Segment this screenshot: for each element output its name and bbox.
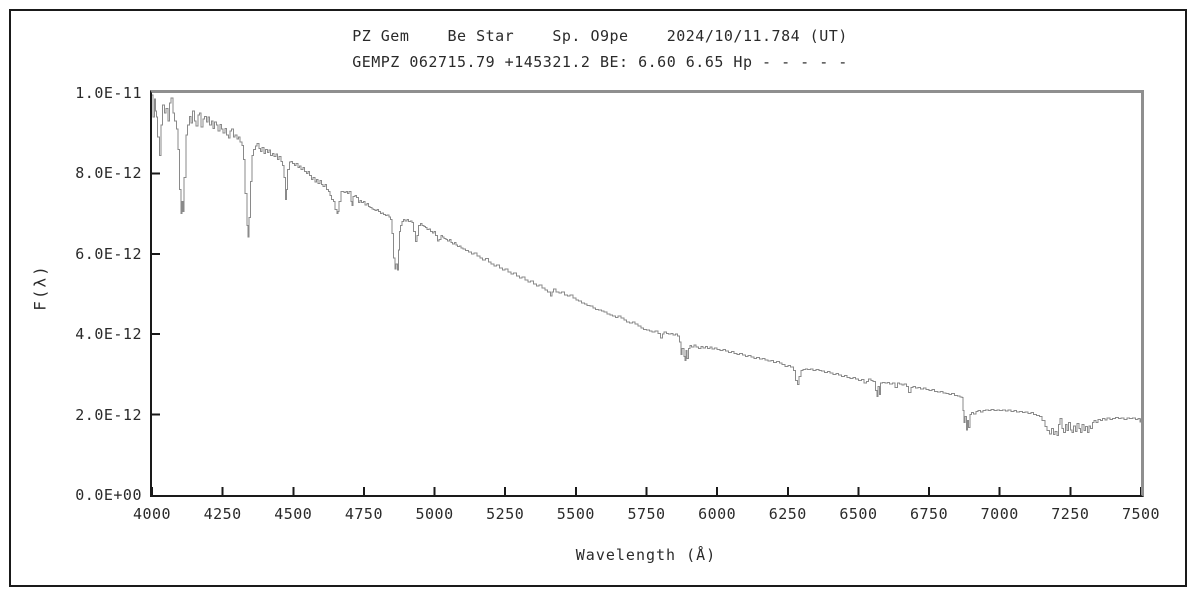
x-tick-label: 4500: [274, 505, 313, 523]
x-tick-label: 6500: [839, 505, 878, 523]
x-tick-label: 6250: [768, 505, 807, 523]
x-tick-label: 4750: [344, 505, 383, 523]
y-axis-title: F(λ): [30, 264, 50, 311]
y-tick-label: 0.0E+00: [75, 486, 142, 504]
x-tick-label: 7250: [1051, 505, 1090, 523]
chart-title: PZ Gem Be Star Sp. O9pe 2024/10/11.784 (…: [352, 27, 848, 45]
x-tick-label: 6000: [698, 505, 737, 523]
x-tick-label: 5250: [486, 505, 525, 523]
y-tick-label: 8.0E-12: [75, 164, 142, 183]
y-tick-label: 6.0E-12: [75, 244, 142, 263]
y-tick-label: 4.0E-12: [75, 325, 142, 344]
x-tick-label: 5750: [627, 505, 666, 523]
y-tick-label: 2.0E-12: [75, 405, 142, 424]
y-tick-label: 1.0E-11: [75, 84, 142, 102]
x-tick-label: 4250: [203, 505, 242, 523]
spectrum-line: [152, 94, 1141, 436]
x-axis-title: Wavelength (Å): [575, 546, 717, 564]
plot-area: [150, 90, 1144, 497]
x-tick-label: 7000: [980, 505, 1019, 523]
chart-subtitle: GEMPZ 062715.79 +145321.2 BE: 6.60 6.65 …: [352, 53, 848, 71]
spectrum-plot-svg: [152, 94, 1141, 495]
x-tick-label: 4000: [132, 505, 172, 523]
x-tick-label: 5500: [556, 505, 595, 523]
x-tick-label: 7500: [1121, 505, 1161, 523]
x-tick-label: 6750: [910, 505, 949, 523]
x-tick-label: 5000: [415, 505, 454, 523]
